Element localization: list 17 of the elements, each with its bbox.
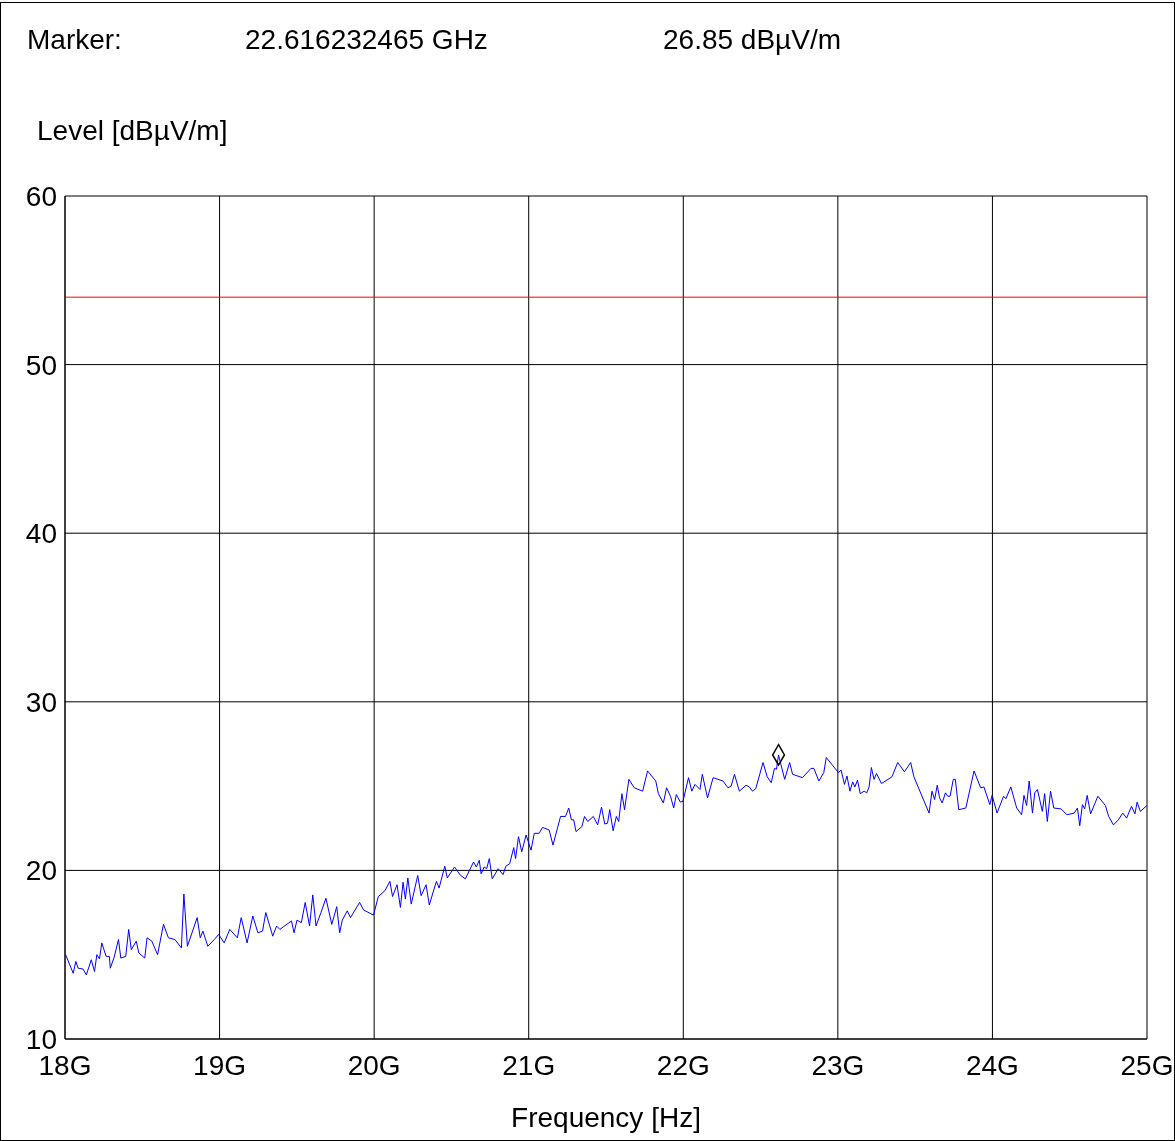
y-tick-label: 20 <box>25 855 57 887</box>
x-axis-title: Frequency [Hz] <box>511 1102 701 1133</box>
x-tick-label: 20G <box>347 1049 401 1081</box>
text: 26.85 dBµV/m <box>663 24 842 56</box>
y-axis-title: Level [dBµV/m] <box>37 115 228 147</box>
y-tick-label: 40 <box>25 518 57 550</box>
x-tick-label: 23G <box>811 1049 865 1081</box>
x-tick-label: 22G <box>656 1049 710 1081</box>
x-tick-label: 21G <box>502 1049 556 1081</box>
x-tick-label: 25G <box>1120 1049 1174 1081</box>
x-tick-label: 19G <box>193 1049 247 1081</box>
y-tick-label: 60 <box>25 180 57 212</box>
text: 22.616232465 GHz <box>245 24 488 56</box>
y-tick-label: 30 <box>25 686 57 718</box>
x-tick-label: 24G <box>965 1049 1019 1081</box>
text: Marker: <box>27 24 122 56</box>
y-tick-label: 50 <box>25 349 57 381</box>
